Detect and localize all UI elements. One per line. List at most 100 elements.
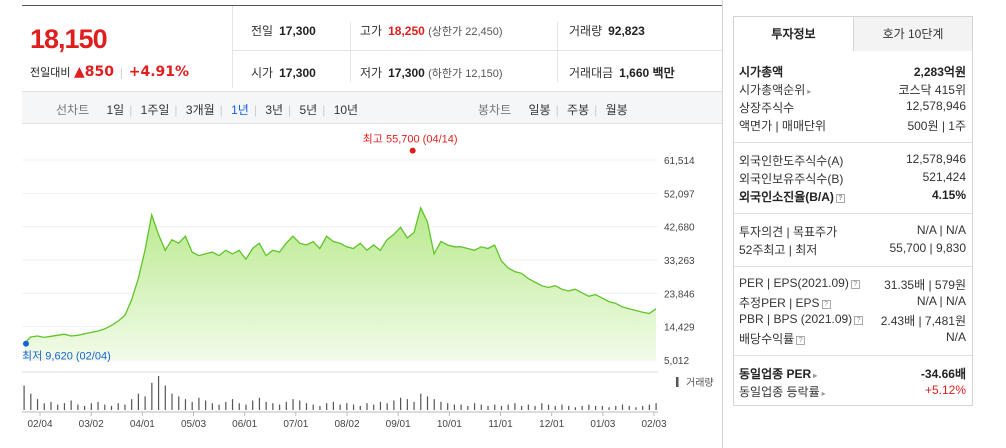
x-tick-label: 08/02 (334, 419, 359, 430)
volume-bar (77, 404, 79, 410)
current-price: 18,150 (30, 24, 108, 54)
stat-high: 고가 18,250 (상한가 22,450) (360, 24, 503, 38)
candle-weekly[interactable]: 주봉 (567, 103, 590, 117)
group-divider (734, 355, 972, 356)
volume-bar (500, 405, 503, 410)
volume-bar (225, 401, 227, 410)
price-chart[interactable]: 61,514 52,097 42,680 33,263 23,846 14,429 5,01… (0, 124, 722, 448)
x-tick-label: 04/01 (130, 419, 155, 430)
volume-bar (110, 405, 113, 410)
volume-bar (171, 393, 173, 410)
volume-bar (63, 403, 66, 410)
invest-tabs: 투자정보 호가 10단계 (734, 17, 972, 51)
candle-monthly[interactable]: 월봉 (605, 103, 628, 117)
volume-bar (319, 405, 321, 410)
volume-bar (514, 403, 516, 410)
volume-bar (198, 397, 200, 410)
volume-bar (299, 400, 301, 410)
stats-divider (557, 22, 558, 82)
volume-bar (561, 404, 563, 410)
row-sector-per[interactable]: 동일업종 PER ▸ -34.66배 (739, 367, 966, 381)
volume-bar (258, 397, 261, 410)
candle-chart-periods: 봉차트 일봉 | 주봉 | 월봉 (478, 103, 628, 117)
volume-bar (628, 405, 630, 410)
volume-bar (406, 399, 408, 410)
volume-bar (238, 403, 240, 410)
x-tick-label: 07/01 (283, 419, 308, 430)
period-5y[interactable]: 5년 (299, 103, 318, 117)
stock-summary-panel: 18,150 전일대비 ▲850 | +4.91% 전일 17,300 고가 18,… (0, 5, 722, 448)
volume-bar (447, 403, 449, 410)
x-tick-label: 02/03 (641, 419, 666, 430)
volume-bar (379, 401, 382, 410)
row-market-cap-rank[interactable]: 시가총액순위 ▸ 코스닥 415위 (739, 83, 966, 97)
volume-bar (507, 404, 509, 410)
row-par: 액면가 | 매매단위 500원 | 1주 (739, 119, 966, 133)
period-10y[interactable]: 10년 (333, 103, 359, 117)
volume-bar (36, 399, 39, 410)
period-3y[interactable]: 3년 (265, 103, 284, 117)
volume-bar (30, 393, 32, 410)
volume-bar (191, 401, 193, 410)
tab-invest-info[interactable]: 투자정보 (734, 17, 853, 51)
volume-bars (23, 376, 657, 410)
volume-bar (453, 404, 455, 410)
volume-bar (480, 404, 482, 410)
volume-bar (521, 405, 523, 410)
period-1w[interactable]: 1주일 (140, 103, 170, 117)
period-3m[interactable]: 3개월 (185, 103, 215, 117)
candle-daily[interactable]: 일봉 (528, 103, 551, 117)
volume-bar (608, 407, 610, 410)
volume-bar (568, 405, 570, 410)
volume-bar (554, 405, 556, 410)
volume-bar (178, 396, 180, 410)
price-box: 18,150 전일대비 ▲850 | +4.91% (22, 6, 233, 88)
help-icon[interactable]: ? (821, 300, 831, 309)
volume-bar (312, 404, 314, 410)
panel-divider (722, 0, 723, 448)
help-icon[interactable]: ? (835, 194, 845, 203)
row-market-cap: 시가총액 2,283억원 (739, 65, 966, 79)
volume-bar (23, 385, 25, 410)
help-icon[interactable]: ? (854, 316, 864, 325)
volume-bar (413, 401, 415, 410)
volume-bar (332, 401, 334, 410)
period-1d[interactable]: 1일 (106, 103, 125, 117)
volume-bar (292, 399, 294, 410)
volume-bar (144, 396, 146, 410)
volume-bar (326, 403, 328, 410)
low-marker (23, 340, 29, 347)
volume-bar (164, 385, 166, 410)
volume-bar (184, 399, 187, 410)
help-icon[interactable]: ? (850, 280, 860, 289)
candle-chart-label: 봉차트 (478, 103, 512, 117)
row-dividend: 배당수익률? N/A (739, 330, 966, 346)
volume-bar (43, 403, 45, 410)
row-per: PER | EPS(2021.09)? 31.35배 | 579원 (739, 276, 966, 292)
chevron-right-icon: ▸ (821, 389, 826, 398)
period-1y[interactable]: 1년 (231, 103, 249, 117)
volume-bar (594, 405, 597, 410)
row-est-per: 추정PER | EPS? N/A | N/A (739, 294, 966, 310)
x-tick-label: 03/02 (79, 419, 104, 430)
stat-prev-close: 전일 17,300 (251, 24, 316, 38)
volume-bar (131, 399, 133, 410)
volume-bar (211, 403, 213, 410)
tab-orderbook[interactable]: 호가 10단계 (853, 17, 972, 51)
volume-bar (393, 400, 395, 410)
volume-bar (252, 400, 254, 410)
volume-bar (117, 403, 119, 410)
price-stats-table: 전일 17,300 고가 18,250 (상한가 22,450) 거래량 92,823… (233, 6, 722, 88)
y-tick-label: 42,680 (664, 223, 695, 234)
help-icon[interactable]: ? (796, 336, 806, 345)
volume-bar (648, 404, 650, 410)
y-tick-label: 61,514 (664, 156, 695, 167)
change-label: 전일대비 (30, 66, 71, 79)
volume-bar (621, 404, 624, 410)
volume-bar (97, 401, 99, 410)
row-sector-rate[interactable]: 동일업종 등락률 ▸ +5.12% (739, 383, 966, 399)
group-divider (734, 142, 972, 143)
line-chart-label: 선차트 (56, 103, 90, 117)
row-shares: 상장주식수 12,578,946 (739, 99, 966, 115)
stats-divider (233, 50, 722, 51)
